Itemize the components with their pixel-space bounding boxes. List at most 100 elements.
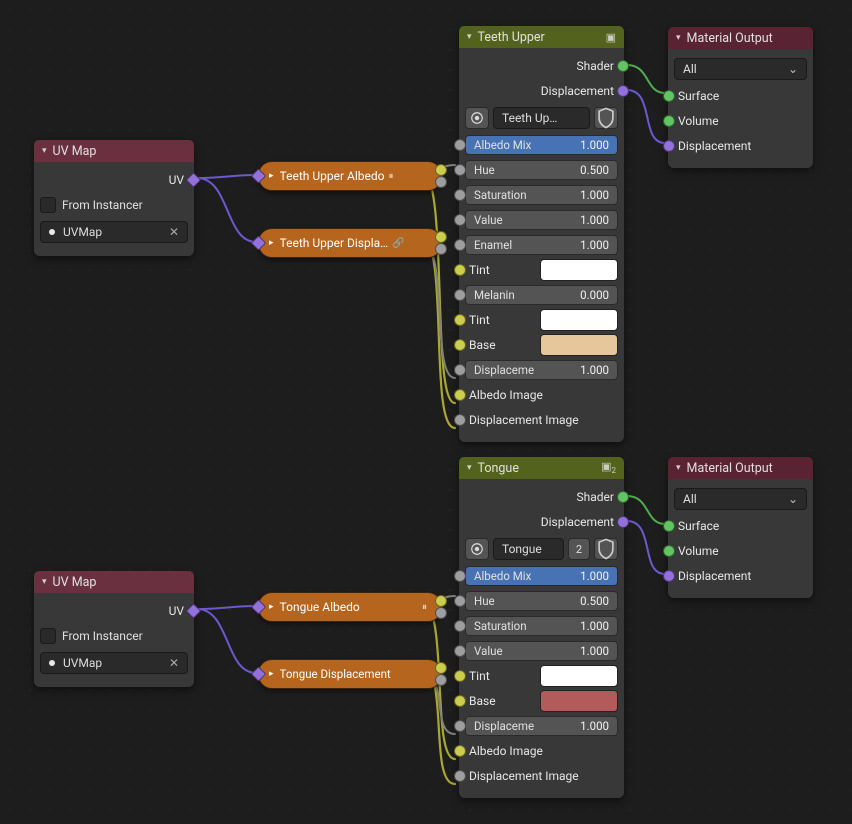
input-socket[interactable] — [454, 239, 466, 251]
node-tongue-albedo[interactable]: ▸ Tongue Albedo ⏸ — [258, 592, 442, 622]
slider-albedo-mix[interactable]: Albedo Mix1.000 — [465, 135, 618, 155]
slider-hue[interactable]: Hue0.500 — [465, 160, 618, 180]
node-header[interactable]: ▾ Material Output — [668, 27, 813, 49]
input-socket-color[interactable] — [454, 695, 466, 707]
output-socket-uv[interactable] — [186, 172, 202, 188]
user-count-button[interactable]: 2 — [568, 538, 590, 560]
nodegroup-select[interactable]: Tongue — [493, 538, 564, 560]
input-socket[interactable] — [454, 595, 466, 607]
output-socket-color[interactable] — [435, 662, 447, 674]
node-header[interactable]: ▾ Material Output — [668, 457, 813, 479]
input-socket[interactable] — [454, 364, 466, 376]
output-socket-color[interactable] — [435, 231, 447, 243]
slider-saturation[interactable]: Saturation1.000 — [465, 616, 618, 636]
input-socket[interactable] — [454, 189, 466, 201]
output-socket-alpha[interactable] — [435, 243, 447, 255]
input-socket-volume[interactable] — [663, 545, 675, 557]
node-options-icon[interactable]: ▣2 — [601, 460, 616, 475]
input-socket-color[interactable] — [454, 670, 466, 682]
input-socket-disp-image[interactable] — [454, 770, 466, 782]
input-socket[interactable] — [251, 168, 267, 184]
input-socket-color[interactable] — [454, 339, 466, 351]
slider-value[interactable]: Value1.000 — [465, 641, 618, 661]
node-teeth-upper-displacement[interactable]: ▸ Teeth Upper Displa… 🔗 — [258, 228, 442, 258]
output-socket-shader[interactable] — [617, 60, 629, 72]
output-socket-shader[interactable] — [617, 491, 629, 503]
node-header[interactable]: ▾ Teeth Upper ▣ — [459, 26, 624, 48]
output-socket-color[interactable] — [435, 164, 447, 176]
node-header[interactable]: ▾ UV Map — [34, 140, 194, 162]
input-socket-surface[interactable] — [663, 90, 675, 102]
slider-value[interactable]: Value1.000 — [465, 210, 618, 230]
node-material-output-2[interactable]: ▾ Material Output All Surface Volume Dis… — [668, 457, 813, 598]
node-material-output-1[interactable]: ▾ Material Output All Surface Volume Dis… — [668, 27, 813, 168]
input-socket-displacement[interactable] — [663, 140, 675, 152]
node-teeth-upper[interactable]: ▾ Teeth Upper ▣ Shader Displacement Teet… — [459, 26, 624, 442]
fake-user-icon[interactable] — [594, 107, 618, 129]
input-socket-volume[interactable] — [663, 115, 675, 127]
input-socket-displacement[interactable] — [663, 570, 675, 582]
slider-enamel[interactable]: Enamel1.000 — [465, 235, 618, 255]
node-teeth-upper-albedo[interactable]: ▸ Teeth Upper Albedo ⏸ — [258, 161, 442, 191]
node-tongue[interactable]: ▾ Tongue ▣2 Shader Displacement Tongue 2… — [459, 457, 624, 798]
output-socket-uv[interactable] — [186, 603, 202, 619]
node-header[interactable]: ▾ UV Map — [34, 571, 194, 593]
slider-displacement[interactable]: Displaceme1.000 — [465, 716, 618, 736]
input-socket[interactable] — [454, 139, 466, 151]
input-socket-disp-image[interactable] — [454, 414, 466, 426]
input-socket[interactable] — [454, 720, 466, 732]
output-socket-alpha[interactable] — [435, 176, 447, 188]
output-socket-color[interactable] — [435, 595, 447, 607]
slider-displacement[interactable]: Displaceme1.000 — [465, 360, 618, 380]
color-swatch-base[interactable] — [540, 690, 618, 712]
target-select[interactable]: All — [674, 488, 807, 510]
input-socket-color[interactable] — [454, 314, 466, 326]
node-title: Material Output — [687, 461, 773, 476]
slider-albedo-mix[interactable]: Albedo Mix1.000 — [465, 566, 618, 586]
output-socket-alpha[interactable] — [435, 607, 447, 619]
output-socket-alpha[interactable] — [435, 674, 447, 686]
input-socket-albedo-image[interactable] — [454, 745, 466, 757]
label-from-instancer: From Instancer — [62, 198, 143, 212]
target-select[interactable]: All — [674, 58, 807, 80]
datablock-icon[interactable] — [465, 107, 489, 129]
input-socket-surface[interactable] — [663, 520, 675, 532]
input-socket[interactable] — [251, 666, 267, 682]
slider-melanin[interactable]: Melanin0.000 — [465, 285, 618, 305]
color-swatch-base[interactable] — [540, 334, 618, 356]
datablock-icon[interactable] — [465, 538, 489, 560]
input-socket-color[interactable] — [454, 264, 466, 276]
checkbox-from-instancer[interactable] — [40, 197, 56, 213]
label-tint: Tint — [465, 669, 490, 683]
input-socket[interactable] — [454, 645, 466, 657]
node-header[interactable]: ▾ Tongue ▣2 — [459, 457, 624, 479]
node-options-icon[interactable]: ▣ — [606, 31, 616, 44]
output-socket-displacement[interactable] — [617, 516, 629, 528]
input-socket[interactable] — [454, 214, 466, 226]
output-socket-displacement[interactable] — [617, 85, 629, 97]
label-disp-image: Displacement Image — [465, 413, 579, 427]
color-swatch-tint[interactable] — [540, 665, 618, 687]
node-tongue-displacement[interactable]: ▸ Tongue Displacement — [258, 659, 442, 689]
input-socket-albedo-image[interactable] — [454, 389, 466, 401]
node-uvmap-2[interactable]: ▾ UV Map UV From Instancer UVMap✕ — [34, 571, 194, 687]
color-swatch-tint2[interactable] — [540, 309, 618, 331]
input-socket[interactable] — [454, 570, 466, 582]
clear-icon[interactable]: ✕ — [169, 225, 179, 239]
uvmap-field[interactable]: UVMap✕ — [40, 221, 188, 243]
input-socket[interactable] — [251, 599, 267, 615]
input-socket[interactable] — [454, 164, 466, 176]
uvmap-field[interactable]: UVMap✕ — [40, 652, 188, 674]
checkbox-from-instancer[interactable] — [40, 628, 56, 644]
input-socket[interactable] — [454, 620, 466, 632]
slider-hue[interactable]: Hue0.500 — [465, 591, 618, 611]
chevron-right-icon: ▸ — [269, 171, 274, 181]
fake-user-icon[interactable] — [594, 538, 618, 560]
slider-saturation[interactable]: Saturation1.000 — [465, 185, 618, 205]
clear-icon[interactable]: ✕ — [169, 656, 179, 670]
nodegroup-select[interactable]: Teeth Up… — [493, 107, 590, 129]
input-socket[interactable] — [251, 235, 267, 251]
input-socket[interactable] — [454, 289, 466, 301]
color-swatch-tint1[interactable] — [540, 259, 618, 281]
node-uvmap-1[interactable]: ▾ UV Map UV From Instancer UVMap✕ — [34, 140, 194, 256]
